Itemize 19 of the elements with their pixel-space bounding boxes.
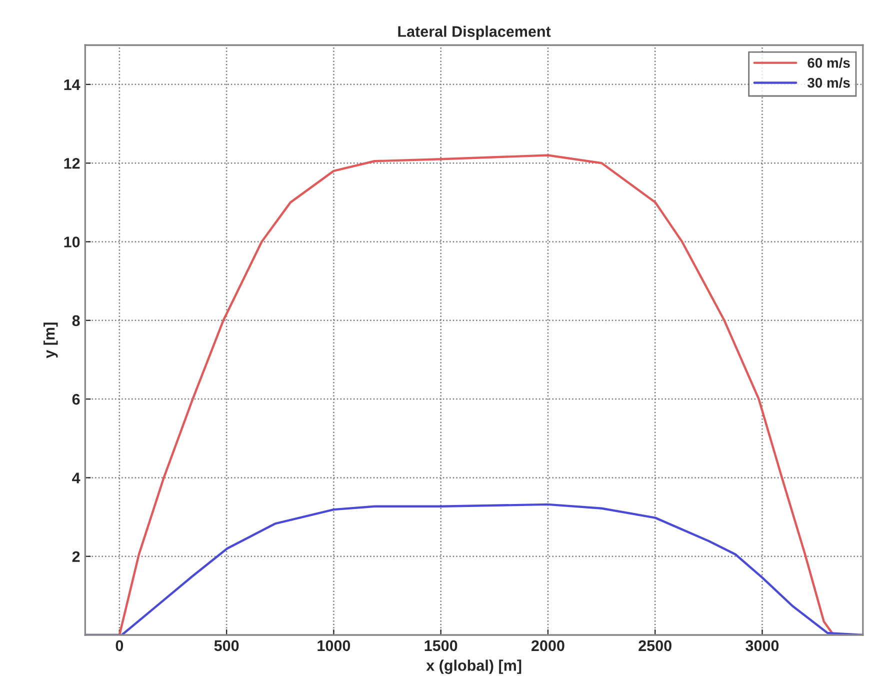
x-tick-label: 3000: [746, 640, 779, 652]
y-tick-label: 6: [72, 394, 80, 405]
y-tick-label: 4: [72, 472, 80, 484]
y-tick-label: 2: [72, 551, 80, 562]
y-tick-label: 8: [72, 315, 80, 326]
chart-title: Lateral Displacement: [398, 26, 551, 40]
legend-label: 60 m/s: [808, 58, 850, 68]
y-tick-label: 10: [64, 236, 80, 248]
x-tick-label: 2000: [531, 640, 564, 652]
x-axis-title: x (global) [m]: [426, 660, 522, 674]
x-tick-label: 1500: [424, 640, 458, 652]
x-tick-label: 0: [116, 640, 124, 652]
y-tick-label: 14: [64, 79, 80, 90]
x-tick-label: 500: [214, 640, 239, 652]
legend-label: 30 m/s: [808, 78, 850, 88]
x-tick-label: 2500: [638, 640, 672, 652]
y-axis-title: y [m]: [44, 322, 58, 358]
y-tick-label: 12: [64, 158, 80, 169]
x-tick-label: 1000: [318, 640, 350, 652]
